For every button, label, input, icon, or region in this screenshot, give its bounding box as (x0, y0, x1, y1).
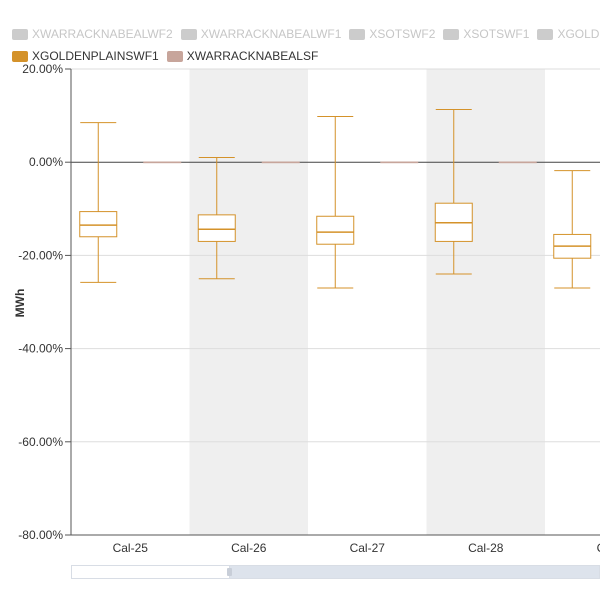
category-band (189, 69, 308, 535)
box-xwarracknabealsf-cal-27[interactable] (380, 161, 419, 164)
x-axis: Cal-25 Cal-26 Cal-27 Cal-28 Ca (71, 534, 600, 555)
iqr-box (316, 215, 355, 245)
box-xgoldenplainswf1-ca[interactable] (553, 170, 592, 289)
y-tick-label: 20.00% (22, 62, 63, 76)
legend-item-xwarracknabealwf2[interactable]: XWARRACKNABEALWF2 (12, 26, 173, 42)
navigator-handle[interactable] (227, 568, 232, 576)
iqr-box (79, 211, 118, 238)
legend-label: XWARRACKNABEALSF (186, 49, 319, 63)
x-tick-label: Cal-27 (350, 541, 386, 555)
box-series (79, 109, 592, 289)
legend-item-xgold[interactable]: XGOLD (537, 26, 599, 42)
legend-swatch (349, 28, 366, 40)
legend-swatch (12, 28, 28, 40)
box-xwarracknabealsf-cal-28[interactable] (498, 161, 537, 164)
legend-swatch (12, 50, 28, 62)
box-xwarracknabealsf-cal-26[interactable] (261, 161, 300, 164)
box-xgoldenplainswf1-cal-27[interactable] (316, 116, 355, 289)
legend-label: XGOLDENPLAINSWF1 (32, 49, 159, 63)
x-tick-label: Cal-25 (113, 541, 149, 555)
legend-row-2: XGOLDENPLAINSWF1 XWARRACKNABEALSF (12, 48, 326, 66)
iqr-box (197, 214, 236, 242)
legend-swatch (180, 28, 197, 40)
x-tick-label: Cal-28 (468, 541, 504, 555)
x-tick-label: Cal-26 (231, 541, 267, 555)
legend-row-1: XWARRACKNABEALWF2 XWARRACKNABEALWF1 XSOTSW… (12, 26, 600, 44)
y-axis: 20.00% 0.00% -20.00% -40.00% -60.00% -80.00% (18, 62, 72, 542)
box-xgoldenplainswf1-cal-25[interactable] (79, 122, 118, 283)
navigator[interactable] (71, 565, 600, 581)
legend-item-xwarracknabealwf1[interactable]: XWARRACKNABEALWF1 (180, 26, 342, 42)
category-bands (189, 69, 545, 535)
legend-label: XGOLD (557, 27, 600, 41)
y-axis-title: MWh (13, 289, 27, 318)
legend-label: XSOTSWF2 (369, 27, 436, 41)
legend-item-xwarracknabealsf[interactable]: XWARRACKNABEALSF (166, 48, 319, 64)
box-xgoldenplainswf1-cal-28[interactable] (434, 109, 473, 275)
legend-swatch (537, 28, 554, 40)
legend-label: XWARRACKNABEALWF1 (200, 27, 342, 41)
legend-item-xsotswf2[interactable]: XSOTSWF2 (349, 26, 435, 42)
boxplot-chart: 20.00%0.00%-20.00%-40.00%-60.00%-80.00% … (13, 62, 600, 555)
y-tick-label: -40.00% (18, 342, 63, 356)
legend-item-xgoldenplainswf1[interactable]: XGOLDENPLAINSWF1 (12, 48, 159, 64)
y-tick-label: -60.00% (18, 435, 63, 449)
legend-item-xsotswf1[interactable]: XSOTSWF1 (443, 26, 529, 42)
legend: XWARRACKNABEALWF2 XWARRACKNABEALWF1 XSOTSW… (0, 0, 600, 68)
box-xgoldenplainswf1-cal-26[interactable] (197, 157, 236, 280)
x-tick-label: Ca (597, 541, 600, 555)
category-band (426, 69, 545, 535)
legend-swatch (166, 50, 183, 62)
box-xwarracknabealsf-cal-25[interactable] (143, 161, 182, 164)
navigator-window[interactable] (71, 565, 230, 579)
y-tick-label: -80.00% (18, 528, 63, 542)
y-tick-label: -20.00% (18, 248, 63, 262)
y-tick-label: 0.00% (29, 155, 63, 169)
legend-label: XSOTSWF1 (463, 27, 530, 41)
legend-label: XWARRACKNABEALWF2 (32, 27, 173, 41)
legend-swatch (443, 28, 460, 40)
